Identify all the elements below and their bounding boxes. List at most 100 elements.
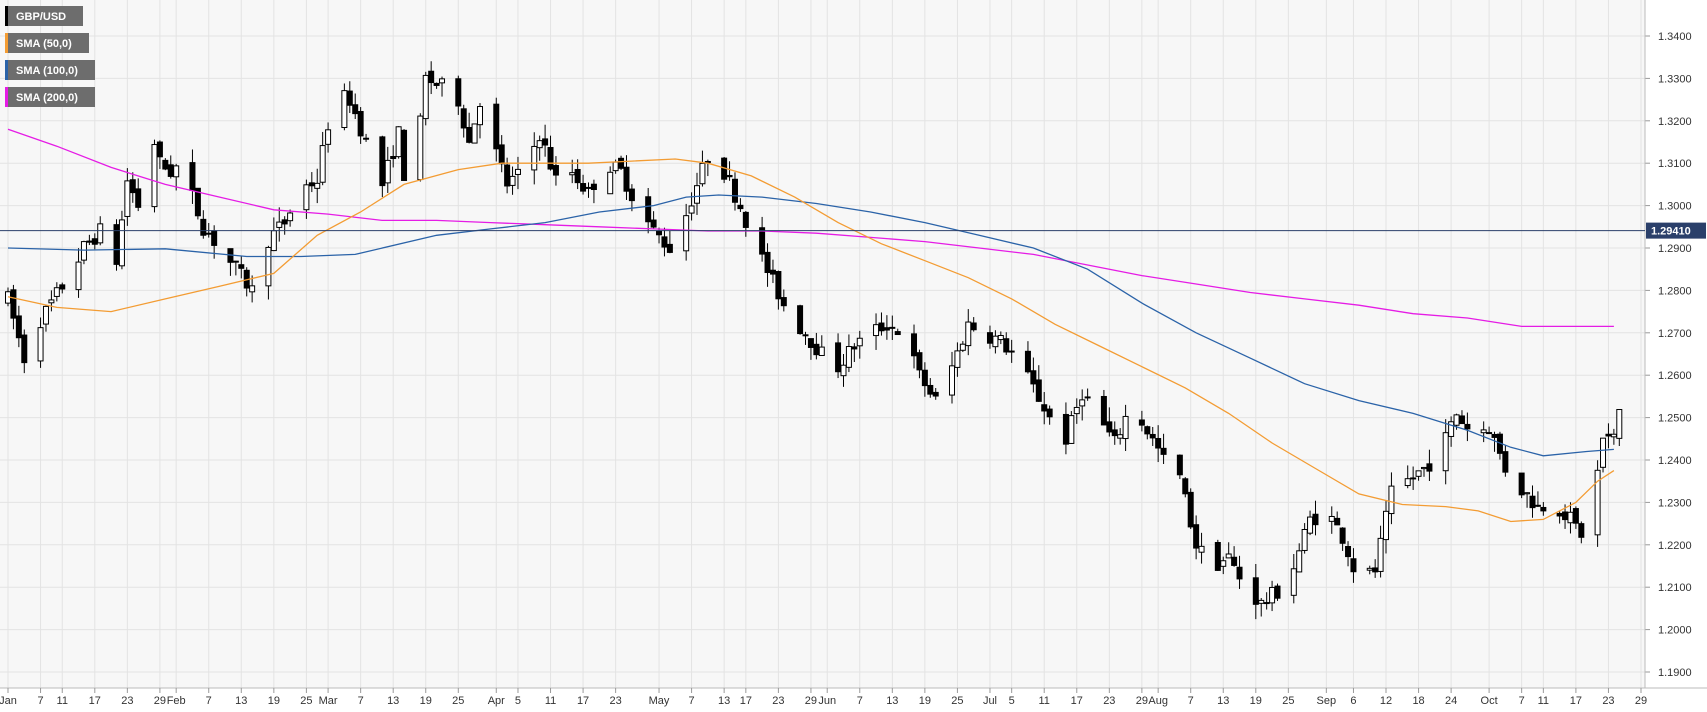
candle-bearish — [189, 162, 196, 191]
candle-bullish — [341, 90, 348, 129]
candle-bearish — [1111, 429, 1118, 437]
candle-bullish — [124, 180, 131, 217]
candle-bearish — [1540, 506, 1547, 512]
candle-bearish — [1426, 463, 1433, 472]
candle-bearish — [547, 147, 554, 170]
candle-bullish — [1301, 528, 1308, 551]
candle-bearish — [162, 159, 169, 170]
candle-bearish — [1214, 542, 1221, 571]
candle-bullish — [873, 324, 880, 337]
candle-bearish — [574, 168, 581, 184]
candle-bullish — [959, 343, 966, 351]
x-tick-label: 5 — [515, 695, 521, 707]
x-tick-label: 17 — [740, 695, 752, 707]
candle-bullish — [1366, 567, 1373, 571]
candle-bullish — [270, 230, 277, 252]
sma-100-line — [7, 194, 1614, 457]
x-tick-label: 24 — [1445, 695, 1457, 707]
x-tick-label: 7 — [1188, 695, 1194, 707]
candle-bearish — [1187, 491, 1194, 528]
candle-bullish — [569, 172, 576, 176]
x-tick-label: 19 — [420, 695, 432, 707]
last-price-badge — [1646, 222, 1706, 239]
candle-bullish — [151, 144, 158, 208]
candle-bullish — [1073, 406, 1080, 415]
candle-bearish — [894, 331, 901, 336]
candle-bearish — [650, 219, 657, 228]
candle-bearish — [1252, 577, 1259, 605]
candle-bullish — [514, 168, 521, 175]
candle-bearish — [390, 156, 397, 160]
candle-bearish — [91, 238, 98, 245]
candle-bearish — [1100, 395, 1107, 426]
candle-bearish — [623, 166, 630, 192]
candle-bearish — [661, 236, 668, 248]
candle-bullish — [439, 78, 446, 84]
candle-bullish — [363, 137, 370, 140]
candle-bullish — [1415, 470, 1422, 477]
x-tick-label: 25 — [300, 695, 312, 707]
x-tick-label: 13 — [886, 695, 898, 707]
candle-bearish — [428, 70, 435, 84]
candle-bearish — [813, 343, 820, 356]
candle-bullish — [1290, 568, 1297, 596]
candle-bullish — [80, 241, 87, 261]
candle-bearish — [352, 104, 359, 115]
candle-bearish — [156, 141, 163, 158]
candle-bullish — [688, 205, 695, 214]
candle-bearish — [552, 165, 559, 176]
candle-bearish — [1572, 508, 1579, 524]
x-tick-label: 7 — [206, 695, 212, 707]
candle-bearish — [737, 204, 744, 210]
candle-bullish — [1594, 469, 1601, 536]
candle-bearish — [211, 230, 218, 246]
legend-item[interactable] — [5, 6, 83, 26]
candle-bearish — [628, 188, 635, 202]
candle-bullish — [1480, 429, 1487, 434]
candle-bearish — [1041, 404, 1048, 412]
x-tick-label: 23 — [1103, 695, 1115, 707]
candle-bearish — [889, 326, 896, 329]
candle-bearish — [1345, 546, 1352, 558]
candle-bullish — [1328, 515, 1335, 522]
candle-bullish — [1068, 415, 1075, 444]
legend-item[interactable] — [5, 87, 95, 107]
candle-bullish — [1122, 415, 1129, 440]
last-price-line: 1.29410 — [0, 222, 1706, 239]
x-tick-label: 19 — [268, 695, 280, 707]
x-tick-label: 19 — [1250, 695, 1262, 707]
candle-bullish — [1377, 537, 1384, 572]
candle-bearish — [86, 240, 93, 243]
legend-item[interactable] — [5, 60, 95, 80]
x-tick-label: 25 — [452, 695, 464, 707]
candle-bullish — [607, 171, 614, 195]
candle-bullish — [1117, 434, 1124, 439]
candle-bullish — [395, 126, 402, 158]
y-tick-label: 1.2000 — [1658, 625, 1692, 637]
x-tick-label: 13 — [1217, 695, 1229, 707]
candle-bearish — [1334, 517, 1341, 526]
candle-bearish — [167, 164, 174, 177]
candle-bearish — [493, 103, 500, 150]
x-tick-label: 23 — [610, 695, 622, 707]
candle-bullish — [856, 337, 863, 347]
candle-bearish — [731, 178, 738, 203]
candle-bearish — [1556, 512, 1563, 517]
candle-bearish — [238, 264, 245, 269]
x-tick-label: 7 — [358, 695, 364, 707]
candle-bearish — [780, 297, 787, 307]
candle-bearish — [504, 164, 511, 187]
candle-bearish — [1003, 338, 1010, 353]
x-tick-label: 29 — [154, 695, 166, 707]
candle-bearish — [281, 219, 288, 225]
legend-item[interactable] — [5, 33, 89, 53]
x-tick-label: 11 — [545, 695, 556, 707]
x-tick-label: 23 — [1602, 695, 1614, 707]
candle-bullish — [53, 287, 60, 297]
candle-bearish — [1035, 379, 1042, 402]
candle-bearish — [1084, 396, 1091, 399]
candle-bearish — [1046, 408, 1053, 418]
candle-bearish — [742, 211, 749, 228]
candle-bearish — [769, 269, 776, 275]
